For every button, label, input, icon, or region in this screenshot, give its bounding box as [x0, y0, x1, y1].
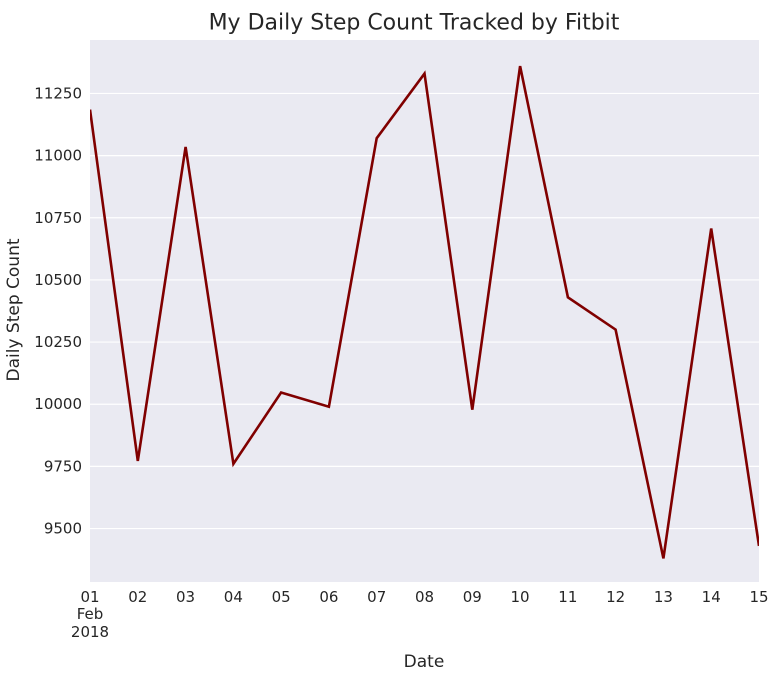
x-tick-label: 15 — [749, 588, 768, 606]
y-tick-label: 11250 — [34, 84, 82, 102]
x-tick-label: 13 — [654, 588, 673, 606]
x-tick-label: 11 — [558, 588, 577, 606]
x-tick-label: 14 — [702, 588, 721, 606]
x-tick-label: 05 — [272, 588, 291, 606]
x-tick-sublabel: Feb — [77, 605, 104, 623]
y-axis-label: Daily Step Count — [4, 238, 24, 381]
y-tick-label: 10250 — [34, 333, 82, 351]
x-tick-label: 09 — [463, 588, 482, 606]
y-tick-label: 10000 — [34, 395, 82, 413]
x-tick-sublabel: 2018 — [71, 623, 109, 641]
y-tick-label: 11000 — [34, 147, 82, 165]
x-tick-label: 12 — [606, 588, 625, 606]
y-tick-label: 9500 — [44, 520, 82, 538]
x-tick-label: 10 — [511, 588, 530, 606]
grid-lines — [90, 92, 759, 530]
x-tick-label: 02 — [128, 588, 147, 606]
x-tick-label: 07 — [367, 588, 386, 606]
chart-title: My Daily Step Count Tracked by Fitbit — [209, 11, 620, 36]
y-tick-label: 10750 — [34, 209, 82, 227]
x-tick-label: 03 — [176, 588, 195, 606]
x-tick-label: 04 — [224, 588, 243, 606]
x-tick-label: 08 — [415, 588, 434, 606]
plot-area — [90, 40, 759, 582]
y-tick-label: 9750 — [44, 457, 82, 475]
series-line — [90, 65, 759, 559]
series-layer — [90, 65, 759, 559]
y-axis-ticks: 9500 9750 10000 10250 10500 10750 11000 11250 — [34, 84, 82, 537]
x-axis-label: Date — [404, 652, 445, 672]
x-tick-label: 01 — [80, 588, 99, 606]
y-tick-label: 10500 — [34, 271, 82, 289]
x-tick-label: 06 — [319, 588, 338, 606]
